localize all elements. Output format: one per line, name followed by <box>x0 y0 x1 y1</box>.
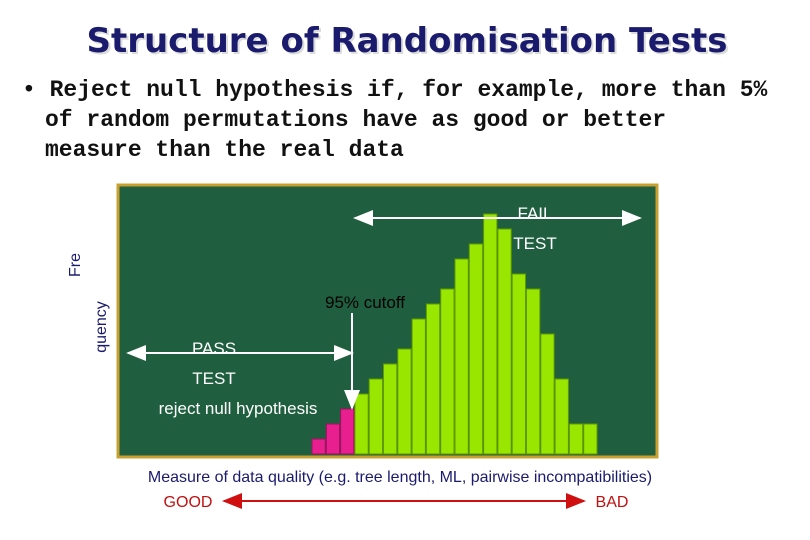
bar <box>340 408 355 455</box>
bar <box>583 423 598 455</box>
bar <box>468 243 484 455</box>
y-label: quency <box>93 301 110 353</box>
bar <box>497 228 512 455</box>
annotation: PASS <box>192 339 236 358</box>
bar <box>511 273 527 455</box>
chart-title: Structure of Randomisation Tests <box>86 21 727 61</box>
x-right-label: BAD <box>596 494 629 511</box>
bar <box>354 393 369 455</box>
bar <box>425 303 441 455</box>
title-shadow: Structure of Randomisation Tests <box>88 23 729 63</box>
x-label: Measure of data quality (e.g. tree lengt… <box>148 469 652 486</box>
bar <box>411 318 426 455</box>
bullet-line: of random permutations have as good or b… <box>45 107 666 133</box>
bar <box>554 378 569 455</box>
bar <box>540 333 555 455</box>
annotation: TEST <box>513 234 556 253</box>
annotation: reject null hypothesis <box>159 399 318 418</box>
annotation: TEST <box>192 369 235 388</box>
bar <box>526 288 541 455</box>
bar <box>397 348 412 455</box>
bullet-line: measure than the real data <box>45 137 404 163</box>
bullet-line: • Reject null hypothesis if, for example… <box>22 77 768 103</box>
bar <box>383 363 398 455</box>
bar <box>311 438 326 455</box>
bar <box>483 213 498 455</box>
bar <box>368 378 384 455</box>
bar <box>440 288 455 455</box>
bar <box>568 423 584 455</box>
y-label: Fre <box>67 253 84 277</box>
bar <box>454 258 469 455</box>
bar <box>325 423 341 455</box>
x-left-label: GOOD <box>164 494 213 511</box>
annotation: 95% cutoff <box>325 293 405 312</box>
annotation: FAIL <box>518 204 553 223</box>
